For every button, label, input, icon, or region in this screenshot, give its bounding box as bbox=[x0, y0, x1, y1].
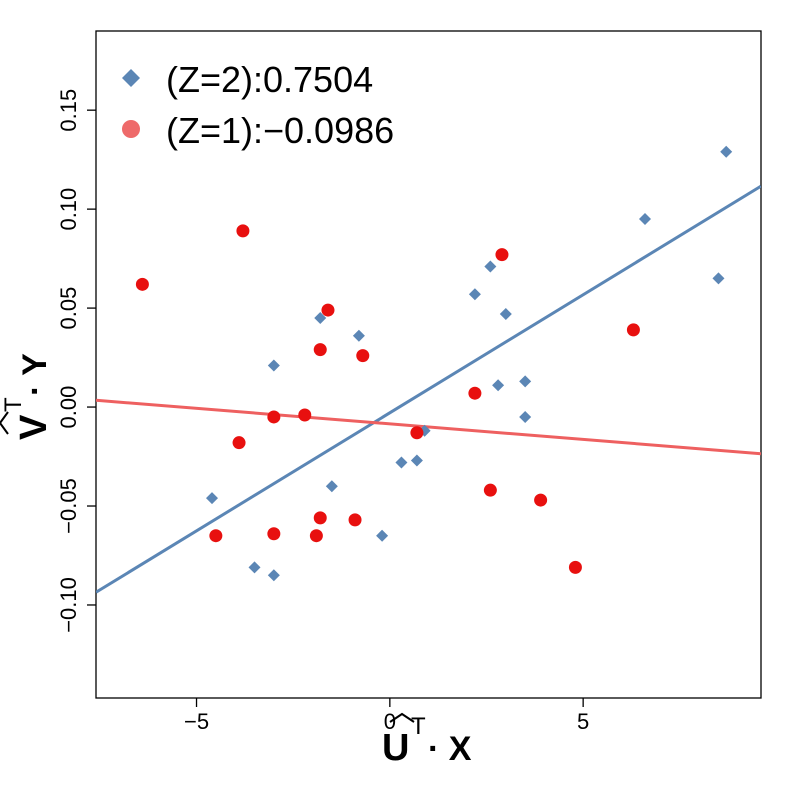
data-point-diamond bbox=[410, 454, 423, 467]
data-point-circle bbox=[568, 560, 582, 574]
data-point-circle bbox=[313, 511, 327, 525]
y-tick-label: −0.05 bbox=[56, 478, 81, 534]
data-point-diamond bbox=[352, 329, 365, 342]
data-point-diamond bbox=[314, 311, 327, 324]
data-point-diamond bbox=[395, 456, 408, 469]
x-axis: −5 0 5 bbox=[184, 698, 589, 734]
y-tick-label: 0.10 bbox=[56, 188, 81, 231]
fit-line-series-0 bbox=[96, 184, 761, 594]
data-point-diamond bbox=[267, 569, 280, 582]
y-axis-title-superscript: T bbox=[0, 397, 27, 412]
data-point-circle bbox=[410, 426, 424, 440]
data-point-diamond bbox=[720, 145, 733, 158]
data-point-diamond bbox=[492, 379, 505, 392]
legend-entry-z2: (Z=2):0.7504 bbox=[122, 59, 373, 100]
data-points bbox=[135, 145, 733, 582]
data-point-diamond bbox=[484, 260, 497, 273]
data-point-diamond bbox=[468, 288, 481, 301]
data-point-circle bbox=[232, 436, 246, 450]
data-point-circle bbox=[356, 349, 370, 363]
y-axis-title: V T · Y bbox=[0, 353, 55, 440]
y-axis-title-hat bbox=[0, 411, 9, 435]
data-point-circle bbox=[626, 323, 640, 337]
y-tick-label: 0.15 bbox=[56, 89, 81, 132]
data-point-diamond bbox=[325, 480, 338, 493]
y-tick-label: −0.10 bbox=[56, 577, 81, 633]
data-point-circle bbox=[309, 529, 323, 543]
legend-label-z2: (Z=2):0.7504 bbox=[166, 59, 373, 100]
x-tick-label: −5 bbox=[184, 709, 209, 734]
data-point-circle bbox=[267, 410, 281, 424]
fit-lines bbox=[96, 184, 761, 594]
y-tick-label: 0.00 bbox=[56, 386, 81, 429]
x-axis-title-hat bbox=[389, 712, 415, 723]
legend-marker-diamond bbox=[122, 69, 140, 87]
legend: (Z=2):0.7504 (Z=1):−0.0986 bbox=[122, 59, 394, 151]
data-point-circle bbox=[236, 224, 250, 238]
data-point-circle bbox=[313, 343, 327, 357]
data-point-diamond bbox=[376, 529, 389, 542]
x-axis-title: U T · X bbox=[382, 712, 472, 769]
y-tick-label: 0.05 bbox=[56, 287, 81, 330]
y-axis: −0.10 −0.05 0.00 0.05 0.10 0.15 bbox=[56, 89, 96, 633]
data-point-circle bbox=[209, 529, 223, 543]
x-tick-label: 5 bbox=[577, 709, 589, 734]
legend-marker-circle bbox=[122, 120, 140, 138]
data-point-circle bbox=[483, 483, 497, 497]
data-point-circle bbox=[298, 408, 312, 422]
data-point-circle bbox=[135, 277, 149, 291]
data-point-circle bbox=[495, 248, 509, 262]
data-point-circle bbox=[348, 513, 362, 527]
data-point-circle bbox=[321, 303, 335, 317]
data-point-circle bbox=[468, 386, 482, 400]
data-point-diamond bbox=[519, 375, 532, 388]
x-axis-title-base: U bbox=[382, 727, 409, 769]
legend-label-z1: (Z=1):−0.0986 bbox=[166, 110, 394, 151]
data-point-diamond bbox=[205, 492, 218, 505]
data-point-circle bbox=[267, 527, 281, 541]
data-point-diamond bbox=[712, 272, 725, 285]
x-axis-title-rest: · X bbox=[428, 730, 472, 768]
data-point-diamond bbox=[499, 308, 512, 321]
y-axis-title-rest: · Y bbox=[16, 353, 54, 396]
plot-frame bbox=[95, 30, 762, 699]
data-point-diamond bbox=[248, 561, 261, 574]
data-point-diamond bbox=[639, 213, 652, 226]
data-point-circle bbox=[534, 493, 548, 507]
fit-line-series-1 bbox=[96, 398, 761, 456]
data-point-diamond bbox=[267, 359, 280, 372]
x-axis-title-superscript: T bbox=[411, 713, 426, 740]
y-axis-title-base: V bbox=[13, 414, 55, 440]
data-point-diamond bbox=[519, 410, 532, 423]
legend-entry-z1: (Z=1):−0.0986 bbox=[122, 110, 394, 151]
